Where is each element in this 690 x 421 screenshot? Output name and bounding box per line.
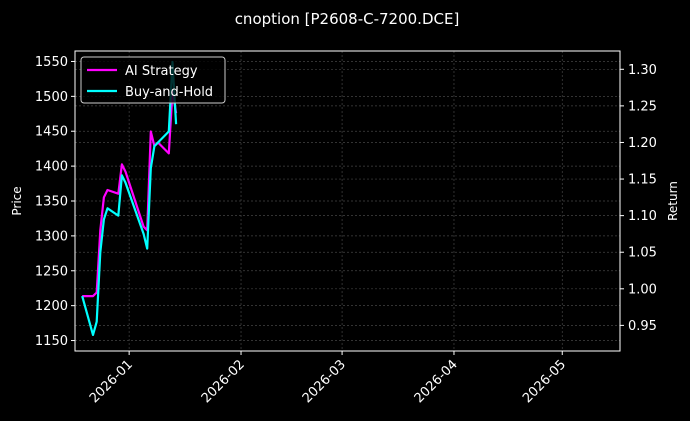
legend-label-ai-strategy: AI Strategy: [125, 64, 198, 79]
legend-label-buy-and-hold: Buy-and-Hold: [125, 85, 213, 100]
y-tick-left: 1300: [35, 229, 68, 244]
y-tick-left: 1200: [35, 299, 68, 314]
y-tick-right: 1.20: [628, 136, 657, 151]
x-tick: 2026-03: [300, 357, 349, 406]
y-tick-right: 1.05: [628, 246, 657, 261]
series-lines: [81, 60, 178, 336]
y-tick-right: 1.25: [628, 99, 657, 114]
y-tick-right: 1.15: [628, 173, 657, 188]
x-tick: 2026-01: [87, 357, 136, 406]
grid: [75, 51, 620, 351]
y-axis-right: 0.95 1.00 1.05 1.10 1.15 1.20 1.25 1.30: [620, 63, 657, 334]
series-ai-strategy: [82, 90, 178, 298]
y-tick-right: 0.95: [628, 319, 657, 334]
series-buy-and-hold: [81, 60, 178, 336]
y-tick-left: 1450: [35, 125, 68, 140]
x-tick: 2026-04: [412, 357, 461, 406]
x-tick: 2026-02: [199, 357, 248, 406]
y-tick-left: 1150: [35, 334, 68, 349]
y-tick-right: 1.30: [628, 63, 657, 78]
y-axis-left: 1150 1200 1250 1300 1350 1400 1450 1500 1550: [35, 55, 75, 349]
y-tick-left: 1500: [35, 90, 68, 105]
y-tick-right: 1.10: [628, 209, 657, 224]
y-axis-label-left: Price: [10, 186, 24, 215]
y-axis-label-right: Return: [666, 181, 680, 221]
x-tick: 2026-05: [520, 357, 569, 406]
y-tick-right: 1.00: [628, 282, 657, 297]
chart-title: cnoption [P2608-C-7200.DCE]: [235, 10, 460, 28]
y-tick-left: 1350: [35, 195, 68, 210]
legend: AI Strategy Buy-and-Hold: [80, 56, 226, 104]
y-tick-left: 1550: [35, 55, 68, 70]
x-axis: 2026-01 2026-02 2026-03 2026-04 2026-05: [87, 351, 569, 406]
y-tick-left: 1250: [35, 264, 68, 279]
y-tick-left: 1400: [35, 160, 68, 175]
